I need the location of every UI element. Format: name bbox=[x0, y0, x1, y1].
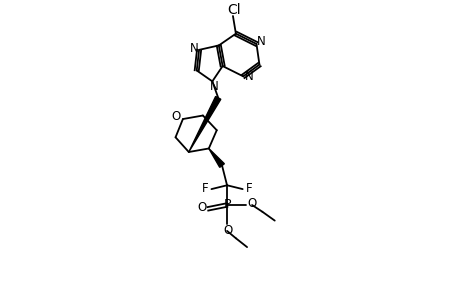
Text: F: F bbox=[245, 182, 252, 195]
Text: O: O bbox=[247, 197, 256, 210]
Text: P: P bbox=[223, 199, 230, 212]
Polygon shape bbox=[188, 96, 220, 152]
Text: N: N bbox=[244, 70, 253, 83]
Text: F: F bbox=[201, 182, 208, 195]
Polygon shape bbox=[208, 148, 224, 167]
Text: N: N bbox=[256, 35, 265, 48]
Text: N: N bbox=[189, 42, 198, 55]
Text: Cl: Cl bbox=[227, 2, 241, 16]
Text: O: O bbox=[171, 110, 180, 123]
Text: N: N bbox=[209, 80, 218, 93]
Text: O: O bbox=[223, 224, 232, 237]
Text: O: O bbox=[197, 201, 206, 214]
